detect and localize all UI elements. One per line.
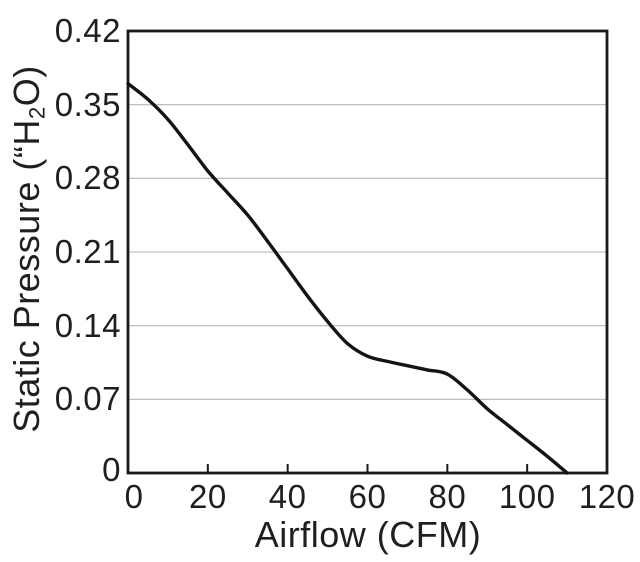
y-axis-title-subscript: 2 (24, 106, 50, 120)
y-axis-title-post: O) (6, 65, 47, 107)
y-axis-title-pre: Static Pressure (“H (6, 119, 47, 433)
x-axis-title: Airflow (CFM) (254, 514, 482, 555)
y-tick-label: 0.28 (54, 159, 121, 197)
x-tick-label: 60 (348, 478, 387, 515)
x-tick-label: 100 (498, 478, 556, 515)
y-tick-label: 0.14 (54, 306, 121, 344)
x-tick-label: 40 (268, 478, 307, 515)
y-tick-label: 0.21 (54, 233, 121, 270)
x-tick-label: 0 (124, 478, 144, 515)
x-tick-label: 20 (188, 478, 227, 515)
fan-performance-curve (126, 81, 569, 475)
y-axis-title: Static Pressure (“H2O) (6, 65, 50, 433)
y-tick-label: 0.35 (54, 85, 121, 123)
x-tick-label: 120 (578, 478, 636, 515)
y-tick-label: 0.42 (54, 12, 121, 49)
y-tick-label: 0 (102, 451, 121, 488)
plot-border (126, 29, 609, 475)
y-tick-label: 0.07 (54, 380, 121, 418)
x-tick-label: 80 (428, 478, 467, 515)
